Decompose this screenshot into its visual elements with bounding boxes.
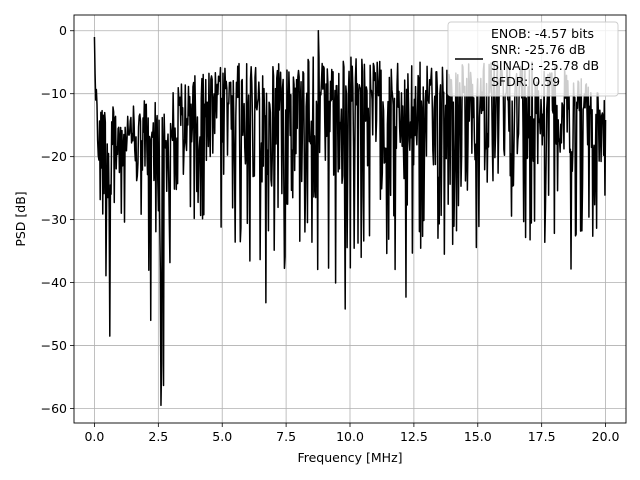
x-tick-label: 10.0 bbox=[336, 429, 364, 444]
legend-entry-enob: ENOB: -4.57 bits bbox=[491, 26, 594, 41]
y-tick-label: −30 bbox=[41, 212, 67, 227]
legend-entry-sfdr: SFDR: 0.59 bbox=[491, 74, 560, 89]
legend-entry-snr: SNR: -25.76 dB bbox=[491, 42, 586, 57]
y-tick-label: −60 bbox=[41, 401, 67, 416]
y-axis: 0 −10 −20 −30 −40 −50 −60 bbox=[41, 23, 74, 416]
x-tick-label: 12.5 bbox=[400, 429, 428, 444]
x-tick-label: 5.0 bbox=[212, 429, 232, 444]
x-tick-label: 7.5 bbox=[276, 429, 296, 444]
x-tick-label: 20.0 bbox=[592, 429, 620, 444]
y-tick-label: −40 bbox=[41, 275, 67, 290]
y-tick-label: −20 bbox=[41, 149, 67, 164]
legend-box bbox=[447, 21, 619, 97]
x-axis: 0.0 2.5 5.0 7.5 10.0 12.5 15.0 17.5 20.0 bbox=[84, 423, 620, 444]
legend-entry-sinad: SINAD: -25.78 dB bbox=[491, 58, 599, 73]
x-tick-label: 17.5 bbox=[528, 429, 556, 444]
y-tick-label: −50 bbox=[41, 338, 67, 353]
x-tick-label: 15.0 bbox=[464, 429, 492, 444]
x-tick-label: 2.5 bbox=[148, 429, 168, 444]
x-axis-label: Frequency [MHz] bbox=[297, 450, 402, 465]
x-tick-label: 0.0 bbox=[84, 429, 104, 444]
y-axis-label: PSD [dB] bbox=[13, 191, 28, 246]
legend: ENOB: -4.57 bits SNR: -25.76 dB SINAD: -… bbox=[447, 21, 619, 97]
y-tick-label: −10 bbox=[41, 86, 67, 101]
y-tick-label: 0 bbox=[59, 23, 67, 38]
